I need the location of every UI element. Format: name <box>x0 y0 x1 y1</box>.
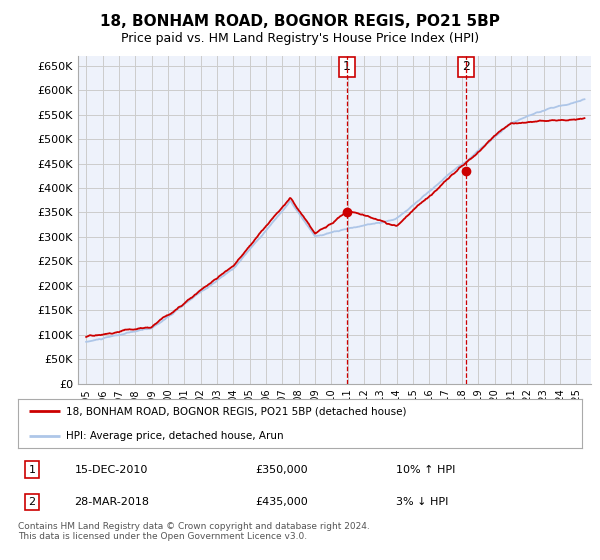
Text: HPI: Average price, detached house, Arun: HPI: Average price, detached house, Arun <box>66 431 284 441</box>
Text: 18, BONHAM ROAD, BOGNOR REGIS, PO21 5BP (detached house): 18, BONHAM ROAD, BOGNOR REGIS, PO21 5BP … <box>66 406 406 416</box>
Text: 18, BONHAM ROAD, BOGNOR REGIS, PO21 5BP: 18, BONHAM ROAD, BOGNOR REGIS, PO21 5BP <box>100 14 500 29</box>
Text: 2: 2 <box>462 60 470 73</box>
Text: 10% ↑ HPI: 10% ↑ HPI <box>396 465 455 475</box>
Text: 1: 1 <box>29 465 35 475</box>
Text: £435,000: £435,000 <box>255 497 308 507</box>
Text: 15-DEC-2010: 15-DEC-2010 <box>74 465 148 475</box>
Text: £350,000: £350,000 <box>255 465 308 475</box>
Text: 2: 2 <box>29 497 35 507</box>
Text: 28-MAR-2018: 28-MAR-2018 <box>74 497 149 507</box>
Text: 1: 1 <box>343 60 351 73</box>
Text: 3% ↓ HPI: 3% ↓ HPI <box>396 497 448 507</box>
Text: Price paid vs. HM Land Registry's House Price Index (HPI): Price paid vs. HM Land Registry's House … <box>121 32 479 45</box>
Text: Contains HM Land Registry data © Crown copyright and database right 2024.
This d: Contains HM Land Registry data © Crown c… <box>18 522 370 542</box>
